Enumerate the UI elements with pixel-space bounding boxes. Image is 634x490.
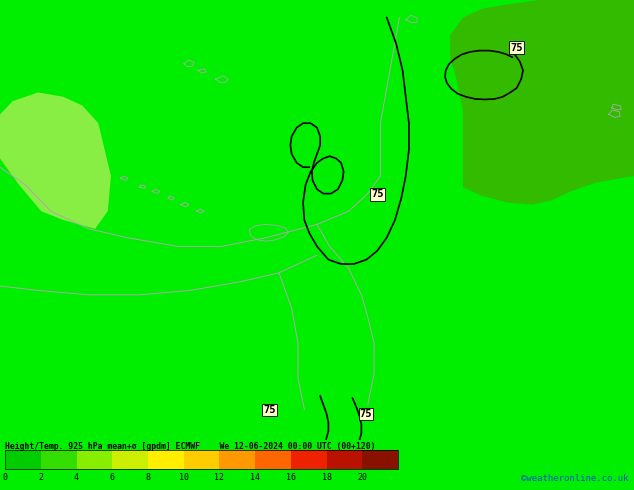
Bar	[5, 450, 41, 469]
Text: 14: 14	[250, 472, 260, 482]
Text: 2: 2	[38, 472, 43, 482]
Text: 4: 4	[74, 472, 79, 482]
Text: 75: 75	[510, 43, 523, 52]
Polygon shape	[0, 93, 111, 229]
Text: 8: 8	[146, 472, 150, 482]
Text: 12: 12	[214, 472, 224, 482]
Text: 75: 75	[263, 405, 276, 415]
Bar	[219, 450, 256, 469]
Bar	[112, 450, 148, 469]
Text: 16: 16	[286, 472, 296, 482]
Bar	[148, 450, 184, 469]
Bar	[291, 450, 327, 469]
Text: 18: 18	[321, 472, 332, 482]
Bar	[41, 450, 77, 469]
Bar	[77, 450, 112, 469]
Polygon shape	[450, 0, 634, 205]
Text: Height/Temp. 925 hPa mean+σ [gpdm] ECMWF    We 12-06-2024 00:00 UTC (00+120): Height/Temp. 925 hPa mean+σ [gpdm] ECMWF…	[5, 441, 375, 450]
Bar	[184, 450, 219, 469]
Text: 0: 0	[3, 472, 8, 482]
Text: 75: 75	[371, 190, 384, 199]
Bar	[363, 450, 398, 469]
Text: 10: 10	[179, 472, 189, 482]
Text: 75: 75	[359, 409, 372, 419]
Text: 6: 6	[110, 472, 115, 482]
Bar	[5, 450, 398, 469]
Bar	[327, 450, 363, 469]
Text: ©weatheronline.co.uk: ©weatheronline.co.uk	[521, 473, 629, 483]
Bar	[256, 450, 291, 469]
Text: 20: 20	[358, 472, 368, 482]
